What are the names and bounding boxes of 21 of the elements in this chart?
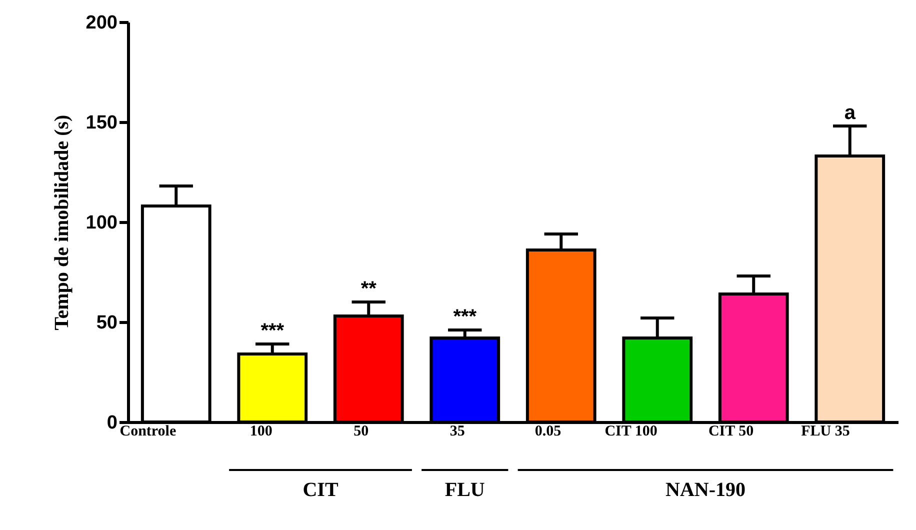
x-tick-label: 100: [250, 424, 272, 440]
text: NAN-190: [666, 479, 746, 501]
text: CIT: [302, 479, 339, 501]
annotation: a: [844, 102, 856, 124]
y-tick-label: 150: [86, 112, 118, 134]
annotation: **: [360, 278, 377, 300]
y-tick-label: 0: [106, 412, 118, 434]
y-axis-title: Tempo de imobilidade (s): [50, 114, 73, 330]
x-tick-label: 35: [450, 424, 465, 440]
y-tick-label: 200: [86, 12, 118, 34]
y-tick-label: 100: [86, 212, 118, 234]
x-tick-label: 0.05: [534, 424, 562, 440]
text: FLU: [444, 479, 485, 501]
x-tick-label: FLU 35: [801, 424, 850, 440]
x-tick-label: CIT 50: [708, 424, 754, 440]
y-tick-label: 50: [96, 312, 118, 334]
x-tick-label: Controle: [120, 424, 176, 440]
x-tick-label: 50: [354, 424, 369, 440]
annotation: ***: [260, 320, 284, 342]
annotation: ***: [453, 306, 477, 328]
x-tick-label: CIT 100: [604, 424, 658, 440]
